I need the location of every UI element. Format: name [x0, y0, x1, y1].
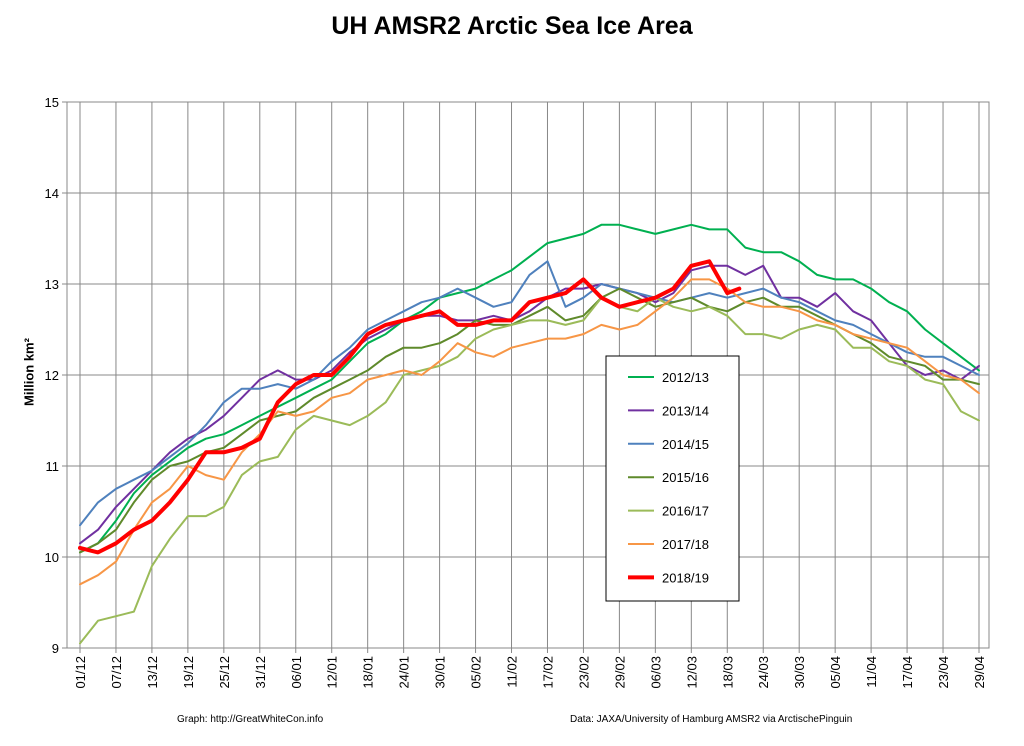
x-tick-label: 17/04 [900, 656, 915, 689]
chart-title: UH AMSR2 Arctic Sea Ice Area [331, 12, 693, 40]
legend-label: 2013/14 [662, 403, 709, 418]
x-tick-label: 06/01 [289, 656, 304, 689]
x-tick-label: 23/04 [936, 656, 951, 689]
grid-lines [67, 101, 989, 649]
legend-label: 2015/16 [662, 470, 709, 485]
x-tick-label: 18/03 [720, 656, 735, 689]
legend-label: 2018/19 [662, 570, 709, 585]
series-line-2015-16 [79, 287, 980, 554]
x-tick-label: 05/02 [469, 656, 484, 689]
legend: 2012/13 2013/14 2014/15 2015/16 2016/17 2017/… [605, 355, 740, 602]
x-tick-label: 24/01 [397, 656, 412, 689]
legend-box [605, 355, 740, 602]
x-tick-label: 30/03 [792, 656, 807, 689]
x-tick-label: 18/01 [361, 656, 376, 689]
x-tick-label: 11/02 [505, 656, 520, 688]
legend-label: 2017/18 [662, 537, 709, 552]
x-tick-label: 29/04 [972, 656, 987, 689]
x-tick-label: 06/03 [648, 656, 663, 689]
y-tick-label: 9 [52, 641, 59, 656]
series-line-2013-14 [79, 264, 980, 545]
x-tick-label: 13/12 [145, 656, 160, 689]
legend-label: 2016/17 [662, 504, 709, 519]
x-tick-label: 19/12 [181, 656, 196, 689]
y-tick-label: 10 [45, 550, 59, 565]
x-tick-label: 12/03 [684, 656, 699, 689]
x-tick-label: 25/12 [217, 656, 232, 689]
footer-source: Data: JAXA/University of Hamburg AMSR2 v… [570, 714, 853, 725]
x-tick-label: 11/04 [864, 656, 879, 688]
x-tick-label: 17/02 [540, 656, 555, 689]
y-tick-label: 15 [45, 95, 59, 110]
y-tick-label: 12 [45, 368, 59, 383]
y-tick-label: 13 [45, 277, 59, 292]
x-axis-ticks: 01/12 07/12 13/12 19/12 25/12 31/12 06/01 12/01… [73, 648, 987, 689]
series-lines [78, 223, 980, 645]
footer-credit: Graph: http://GreatWhiteCon.info [177, 714, 324, 725]
y-tick-label: 11 [46, 459, 60, 474]
legend-label: 2014/15 [662, 437, 709, 452]
legend-label: 2012/13 [662, 370, 709, 385]
x-tick-label: 01/12 [73, 656, 88, 689]
series-line-2012-13 [79, 223, 980, 554]
y-axis-ticks: 9 10 11 12 13 14 15 [45, 95, 67, 656]
series-line-2018-19 [78, 259, 742, 555]
x-tick-label: 12/01 [325, 656, 340, 689]
x-tick-label: 23/02 [576, 656, 591, 689]
series-line-2017-18 [79, 278, 980, 586]
x-tick-label: 07/12 [109, 656, 124, 689]
x-tick-label: 29/02 [612, 656, 627, 689]
y-tick-label: 14 [45, 186, 59, 201]
x-tick-label: 30/01 [433, 656, 448, 689]
x-tick-label: 31/12 [253, 656, 268, 689]
legend-items: 2012/13 2013/14 2014/15 2015/16 2016/17 2017/… [628, 370, 709, 585]
series-line-2014-15 [79, 260, 980, 527]
x-tick-label: 24/03 [756, 656, 771, 689]
x-tick-label: 05/04 [828, 656, 843, 689]
series-line-2016-17 [79, 296, 980, 645]
